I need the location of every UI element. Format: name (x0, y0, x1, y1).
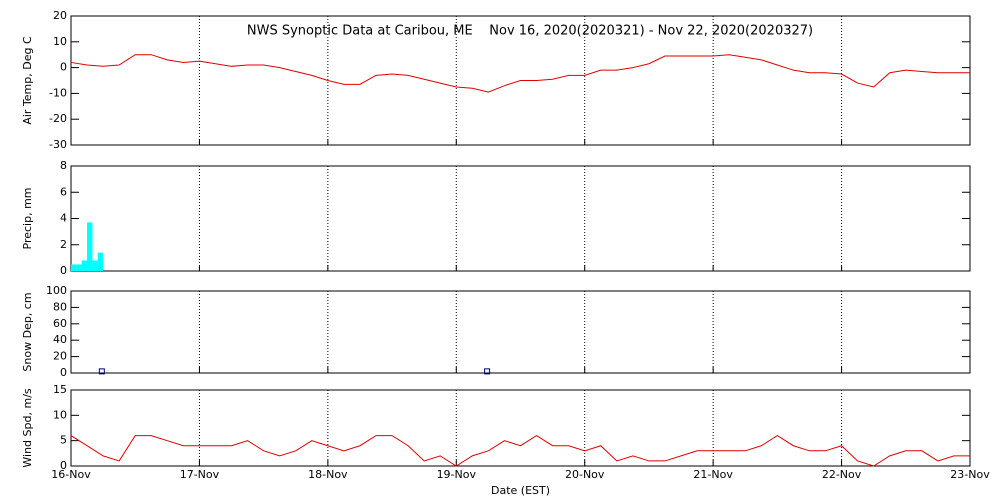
line-series (70, 54, 970, 93)
y-tick-label: 60 (53, 317, 67, 330)
y-tick-label: -10 (49, 86, 67, 99)
y-axis-label: Wind Spd, m/s (21, 388, 34, 468)
y-axis-label: Precip, mm (21, 188, 34, 250)
plot-frame (70, 389, 971, 467)
plot-frame (70, 15, 971, 146)
x-tick-label: 19-Nov (437, 468, 477, 481)
line-series (70, 435, 970, 467)
x-tick-label: 22-Nov (822, 468, 862, 481)
bar (81, 260, 88, 271)
x-tick-label: 20-Nov (565, 468, 605, 481)
y-tick-label: 0 (60, 264, 67, 277)
y-tick-label: 10 (53, 35, 67, 48)
bar (97, 252, 104, 271)
x-tick-label: 23-Nov (950, 468, 990, 481)
y-tick-label: 80 (53, 300, 67, 313)
y-tick-label: 0 (60, 61, 67, 74)
y-tick-label: 100 (46, 284, 67, 297)
bar (76, 264, 82, 271)
x-tick-label: 18-Nov (308, 468, 348, 481)
y-tick-label: 0 (60, 366, 67, 379)
x-tick-label: 21-Nov (693, 468, 733, 481)
y-tick-label: 5 (60, 434, 67, 447)
y-tick-label: -20 (49, 112, 67, 125)
y-tick-label: 10 (53, 408, 67, 421)
y-tick-label: 40 (53, 333, 67, 346)
y-axis-label: Air Temp, Deg C (21, 36, 34, 125)
y-tick-label: -30 (49, 138, 67, 151)
bar (92, 260, 98, 271)
y-tick-label: 4 (60, 212, 67, 225)
y-tick-label: 20 (53, 350, 67, 363)
y-tick-label: 15 (53, 383, 67, 396)
point (484, 368, 491, 375)
point (98, 368, 105, 375)
y-tick-label: 20 (53, 9, 67, 22)
x-tick-label: 17-Nov (180, 468, 220, 481)
y-tick-label: 6 (60, 185, 67, 198)
x-tick-label: 16-Nov (51, 468, 91, 481)
y-axis-label: Snow Dep, cm (21, 292, 34, 371)
plot-frame (70, 290, 971, 374)
y-tick-label: 2 (60, 238, 67, 251)
x-axis-label: Date (EST) (491, 484, 550, 497)
bar (87, 222, 93, 271)
chart-title: NWS Synoptic Data at Caribou, ME Nov 16,… (247, 24, 813, 39)
bar (71, 264, 77, 271)
y-tick-label: 0 (60, 459, 67, 472)
y-tick-label: 8 (60, 159, 67, 172)
